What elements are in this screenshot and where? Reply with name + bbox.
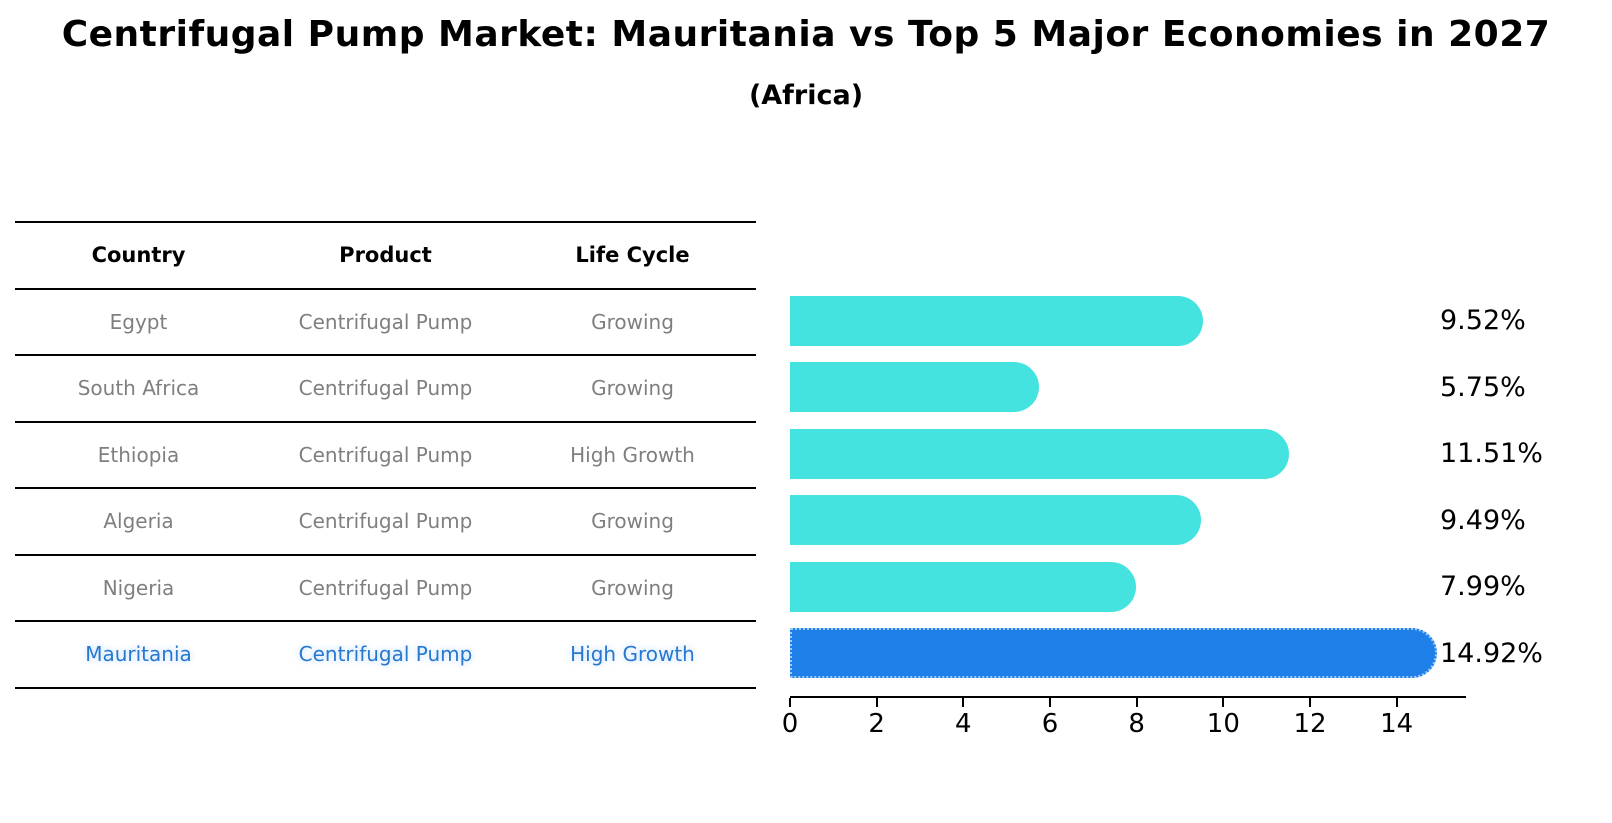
x-tick-label: 4 — [955, 708, 972, 739]
cell-product: Centrifugal Pump — [298, 509, 473, 534]
cell-life-cycle: Growing — [591, 309, 674, 334]
value-label-south-africa: 5.75% — [1440, 371, 1526, 403]
table-row: Ethiopia Centrifugal Pump High Growth — [15, 420, 756, 488]
column-header-lifecycle: Life Cycle — [575, 243, 690, 268]
x-tick-mark — [1222, 698, 1225, 707]
x-tick-label: 14 — [1380, 708, 1414, 739]
cell-product: Centrifugal Pump — [298, 376, 473, 401]
value-label-nigeria: 7.99% — [1440, 571, 1526, 603]
x-axis-line — [790, 696, 1466, 698]
x-tick-mark — [1395, 698, 1398, 707]
cell-country: Nigeria — [102, 575, 175, 600]
cell-country: Mauritania — [85, 642, 192, 667]
bar-nigeria — [790, 561, 1137, 612]
bar-chart: 0 2 4 6 8 10 12 14 — [782, 288, 1466, 739]
cell-life-cycle: Growing — [591, 575, 674, 600]
bar-mauritania — [790, 628, 1437, 679]
value-label-ethiopia: 11.51% — [1440, 438, 1543, 470]
cell-product: Centrifugal Pump — [298, 575, 473, 600]
x-tick-label: 2 — [868, 708, 885, 739]
chart-subtitle: (Africa) — [748, 80, 864, 111]
x-tick-mark — [875, 698, 878, 707]
bar-egypt — [790, 295, 1203, 346]
cell-country: Egypt — [109, 309, 168, 334]
cell-life-cycle: Growing — [591, 509, 674, 534]
x-tick-mark — [1309, 698, 1311, 707]
value-label-mauritania: 14.92% — [1440, 637, 1543, 669]
bar-algeria — [790, 495, 1202, 546]
table-row: South Africa Centrifugal Pump Growing — [15, 354, 756, 421]
bar-south-africa — [790, 362, 1040, 413]
x-tick-mark — [1049, 698, 1051, 707]
table-row: Nigeria Centrifugal Pump Growing — [15, 553, 756, 621]
x-tick-label: 10 — [1206, 708, 1240, 739]
cell-life-cycle: High Growth — [570, 642, 695, 667]
cell-country: South Africa — [77, 376, 200, 401]
table-row: Algeria Centrifugal Pump Growing — [15, 487, 756, 554]
x-tick-label: 6 — [1041, 708, 1059, 739]
value-label-egypt: 9.52% — [1440, 305, 1526, 337]
country-table: Country Product Life Cycle Egypt Centrifu… — [15, 221, 756, 689]
x-tick-label: 0 — [781, 708, 799, 739]
cell-life-cycle: Growing — [591, 376, 674, 401]
table-body: Egypt Centrifugal Pump Growing South Africa… — [15, 287, 756, 687]
chart-title: Centrifugal Pump Market: Mauritania vs T… — [61, 14, 1551, 55]
bar-ethiopia — [790, 428, 1289, 479]
x-tick-mark — [962, 698, 965, 707]
x-tick-mark — [789, 698, 791, 707]
cell-product: Centrifugal Pump — [298, 309, 473, 334]
x-tick-label: 8 — [1128, 708, 1145, 739]
x-tick-label: 12 — [1293, 708, 1327, 739]
cell-country: Algeria — [103, 509, 174, 534]
table-header-row: Country Product Life Cycle — [15, 221, 756, 288]
column-header-country: Country — [91, 243, 186, 268]
cell-product: Centrifugal Pump — [298, 442, 473, 467]
table-row: Egypt Centrifugal Pump Growing — [15, 287, 756, 355]
x-tick-mark — [1135, 698, 1138, 707]
cell-product: Centrifugal Pump — [298, 642, 473, 667]
table-row: Mauritania Centrifugal Pump High Growth — [15, 620, 756, 687]
cell-life-cycle: High Growth — [570, 442, 695, 467]
value-label-algeria: 9.49% — [1440, 504, 1526, 536]
cell-country: Ethiopia — [97, 442, 180, 467]
column-header-product: Product — [339, 243, 432, 268]
